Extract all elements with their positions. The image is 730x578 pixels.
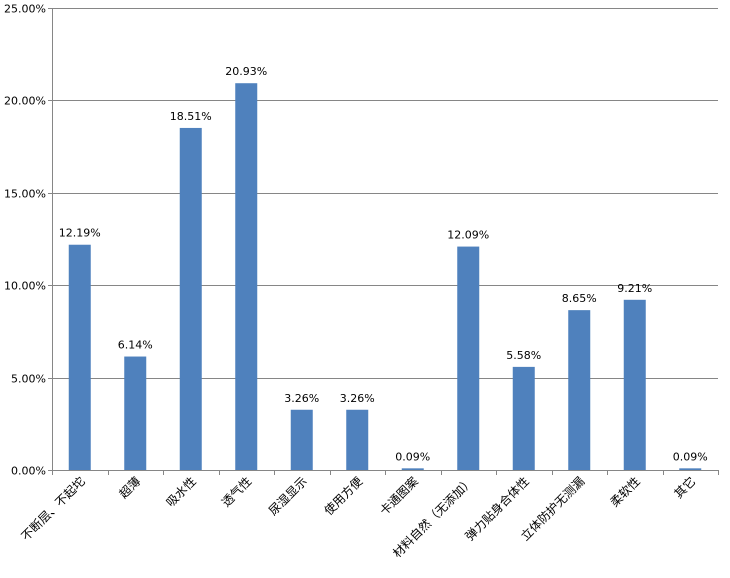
x-category-label: 柔软性	[608, 474, 643, 509]
data-label: 20.93%	[225, 65, 267, 78]
y-tick-label: 25.00%	[4, 3, 46, 16]
y-tick-label: 10.00%	[4, 280, 46, 293]
bar	[623, 299, 646, 470]
x-category-label: 透气性	[218, 474, 254, 510]
y-axis-tick-labels: 0.00% 5.00% 10.00% 15.00% 20.00% 25.00%	[4, 3, 46, 478]
data-label: 9.21%	[617, 282, 652, 295]
data-label: 3.26%	[284, 392, 319, 405]
x-category-label: 使用方便	[321, 474, 366, 519]
data-label: 3.26%	[340, 392, 375, 405]
bars	[68, 83, 702, 471]
data-label: 6.14%	[118, 339, 153, 352]
data-label: 5.58%	[506, 349, 541, 362]
x-category-label: 卡通图案	[376, 474, 421, 519]
bar	[401, 468, 424, 470]
x-category-label: 超薄	[116, 474, 144, 502]
y-tick-label: 5.00%	[11, 373, 46, 386]
bar	[235, 83, 258, 471]
data-label: 18.51%	[170, 110, 212, 123]
bar	[124, 356, 147, 470]
data-label: 8.65%	[562, 292, 597, 305]
y-tick-label: 20.00%	[4, 95, 46, 108]
bar	[512, 366, 535, 470]
y-tick-label: 0.00%	[11, 465, 46, 478]
bar	[290, 409, 313, 470]
data-label: 12.09%	[447, 229, 489, 242]
x-category-label: 尿湿显示	[265, 474, 310, 519]
bar	[68, 244, 91, 470]
bar	[457, 246, 480, 470]
bar	[179, 127, 202, 470]
data-label: 0.09%	[673, 450, 708, 463]
axes	[48, 8, 719, 475]
data-label: 0.09%	[395, 450, 430, 463]
bar	[568, 310, 591, 470]
bar	[679, 468, 702, 470]
x-axis-category-labels: 不断层、不起坨 超薄 吸水性 透气性 尿湿显示 使用方便 卡通图案材料自然（无添加）弹力贴身…	[18, 474, 699, 561]
x-category-label: 不断层、不起坨	[18, 474, 88, 544]
bar	[346, 409, 369, 470]
gridlines	[52, 8, 718, 379]
data-label: 12.19%	[59, 227, 101, 240]
x-category-label: 其它	[671, 474, 699, 502]
x-category-label: 吸水性	[164, 474, 199, 509]
y-tick-label: 15.00%	[4, 188, 46, 201]
data-labels: 12.19% 6.14% 18.51% 20.93% 3.26% 3.26% 0.09% 12…	[59, 65, 708, 463]
